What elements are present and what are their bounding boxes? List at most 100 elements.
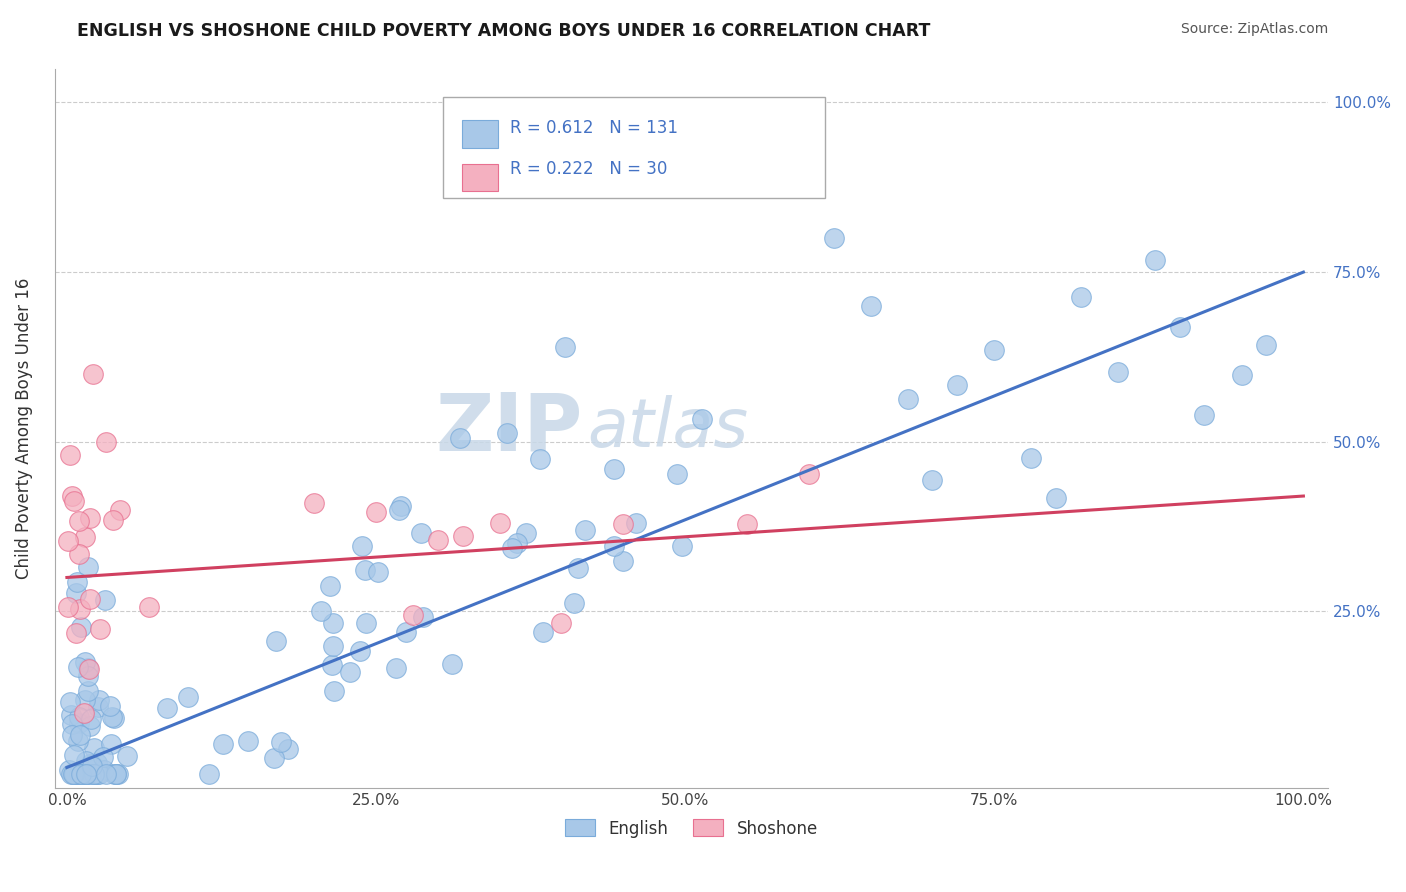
Point bbox=[79, 511, 101, 525]
Point bbox=[138, 600, 160, 615]
Point bbox=[364, 505, 387, 519]
Point bbox=[176, 690, 198, 704]
Point bbox=[603, 540, 626, 554]
Point bbox=[339, 665, 361, 679]
Point bbox=[62, 767, 84, 781]
Point bbox=[496, 425, 519, 440]
Point bbox=[501, 541, 523, 555]
Point bbox=[322, 616, 344, 631]
Point bbox=[389, 499, 412, 513]
Point bbox=[1230, 368, 1253, 382]
Point bbox=[388, 502, 411, 516]
Point bbox=[574, 523, 596, 537]
Point bbox=[60, 767, 83, 781]
Point bbox=[302, 496, 325, 510]
Point bbox=[103, 710, 125, 724]
Point bbox=[67, 716, 90, 731]
Point bbox=[409, 525, 432, 540]
Point bbox=[1256, 338, 1278, 352]
Point bbox=[309, 604, 332, 618]
Bar bbox=[463, 120, 498, 148]
Point bbox=[83, 740, 105, 755]
Point bbox=[79, 591, 101, 606]
Point bbox=[451, 529, 474, 543]
Point bbox=[65, 767, 87, 781]
Point bbox=[735, 516, 758, 531]
Point bbox=[354, 616, 377, 631]
Point bbox=[75, 754, 97, 768]
Point bbox=[277, 742, 299, 756]
Point bbox=[859, 299, 882, 313]
Point bbox=[98, 699, 121, 714]
Point bbox=[75, 655, 97, 669]
Point bbox=[946, 377, 969, 392]
Point bbox=[76, 767, 98, 781]
Point bbox=[506, 536, 529, 550]
Text: R = 0.612   N = 131: R = 0.612 N = 131 bbox=[510, 119, 679, 136]
Point bbox=[1194, 408, 1216, 422]
Point bbox=[211, 737, 233, 751]
Point bbox=[70, 767, 93, 781]
Point bbox=[73, 706, 96, 721]
Point bbox=[66, 767, 89, 781]
Point bbox=[554, 340, 576, 354]
Point bbox=[797, 467, 820, 481]
Point bbox=[62, 767, 84, 781]
Point bbox=[515, 526, 537, 541]
Point bbox=[531, 624, 554, 639]
Point bbox=[108, 502, 131, 516]
Point bbox=[86, 767, 108, 781]
Point bbox=[77, 560, 100, 574]
Point bbox=[612, 517, 634, 532]
Point bbox=[65, 625, 87, 640]
Point bbox=[77, 661, 100, 675]
Text: atlas: atlas bbox=[586, 395, 748, 461]
Point bbox=[321, 657, 343, 672]
Point bbox=[82, 758, 104, 772]
Point bbox=[67, 660, 90, 674]
Point bbox=[412, 610, 434, 624]
Point bbox=[83, 767, 105, 781]
Point bbox=[101, 513, 124, 527]
Point bbox=[93, 763, 115, 777]
Point bbox=[59, 695, 82, 709]
Point bbox=[66, 575, 89, 590]
Point bbox=[67, 767, 90, 781]
Point bbox=[59, 448, 82, 462]
Point bbox=[270, 735, 292, 749]
Point bbox=[86, 756, 108, 770]
Point bbox=[67, 734, 90, 748]
Point bbox=[87, 767, 110, 781]
Point bbox=[449, 431, 471, 445]
Point bbox=[56, 533, 79, 548]
Point bbox=[69, 601, 91, 615]
Point bbox=[63, 493, 86, 508]
Point bbox=[62, 767, 84, 781]
Point bbox=[73, 530, 96, 544]
Point bbox=[80, 767, 103, 781]
Point bbox=[75, 767, 97, 781]
Point bbox=[426, 533, 449, 547]
Point bbox=[79, 762, 101, 776]
Point bbox=[87, 693, 110, 707]
Point bbox=[665, 467, 688, 481]
Point bbox=[79, 759, 101, 773]
Point bbox=[60, 489, 83, 503]
Point bbox=[567, 561, 589, 575]
Point bbox=[983, 343, 1005, 357]
Point bbox=[86, 699, 108, 714]
Point bbox=[73, 767, 96, 781]
Point bbox=[65, 767, 87, 781]
Point bbox=[105, 767, 128, 781]
FancyBboxPatch shape bbox=[443, 97, 825, 198]
Point bbox=[75, 767, 97, 781]
Point bbox=[1168, 319, 1191, 334]
Text: ZIP: ZIP bbox=[436, 389, 583, 467]
Point bbox=[93, 592, 115, 607]
Point bbox=[60, 717, 83, 731]
Point bbox=[263, 751, 285, 765]
Point bbox=[105, 767, 128, 781]
Point bbox=[67, 710, 90, 724]
Point bbox=[562, 596, 585, 610]
Point bbox=[69, 728, 91, 742]
